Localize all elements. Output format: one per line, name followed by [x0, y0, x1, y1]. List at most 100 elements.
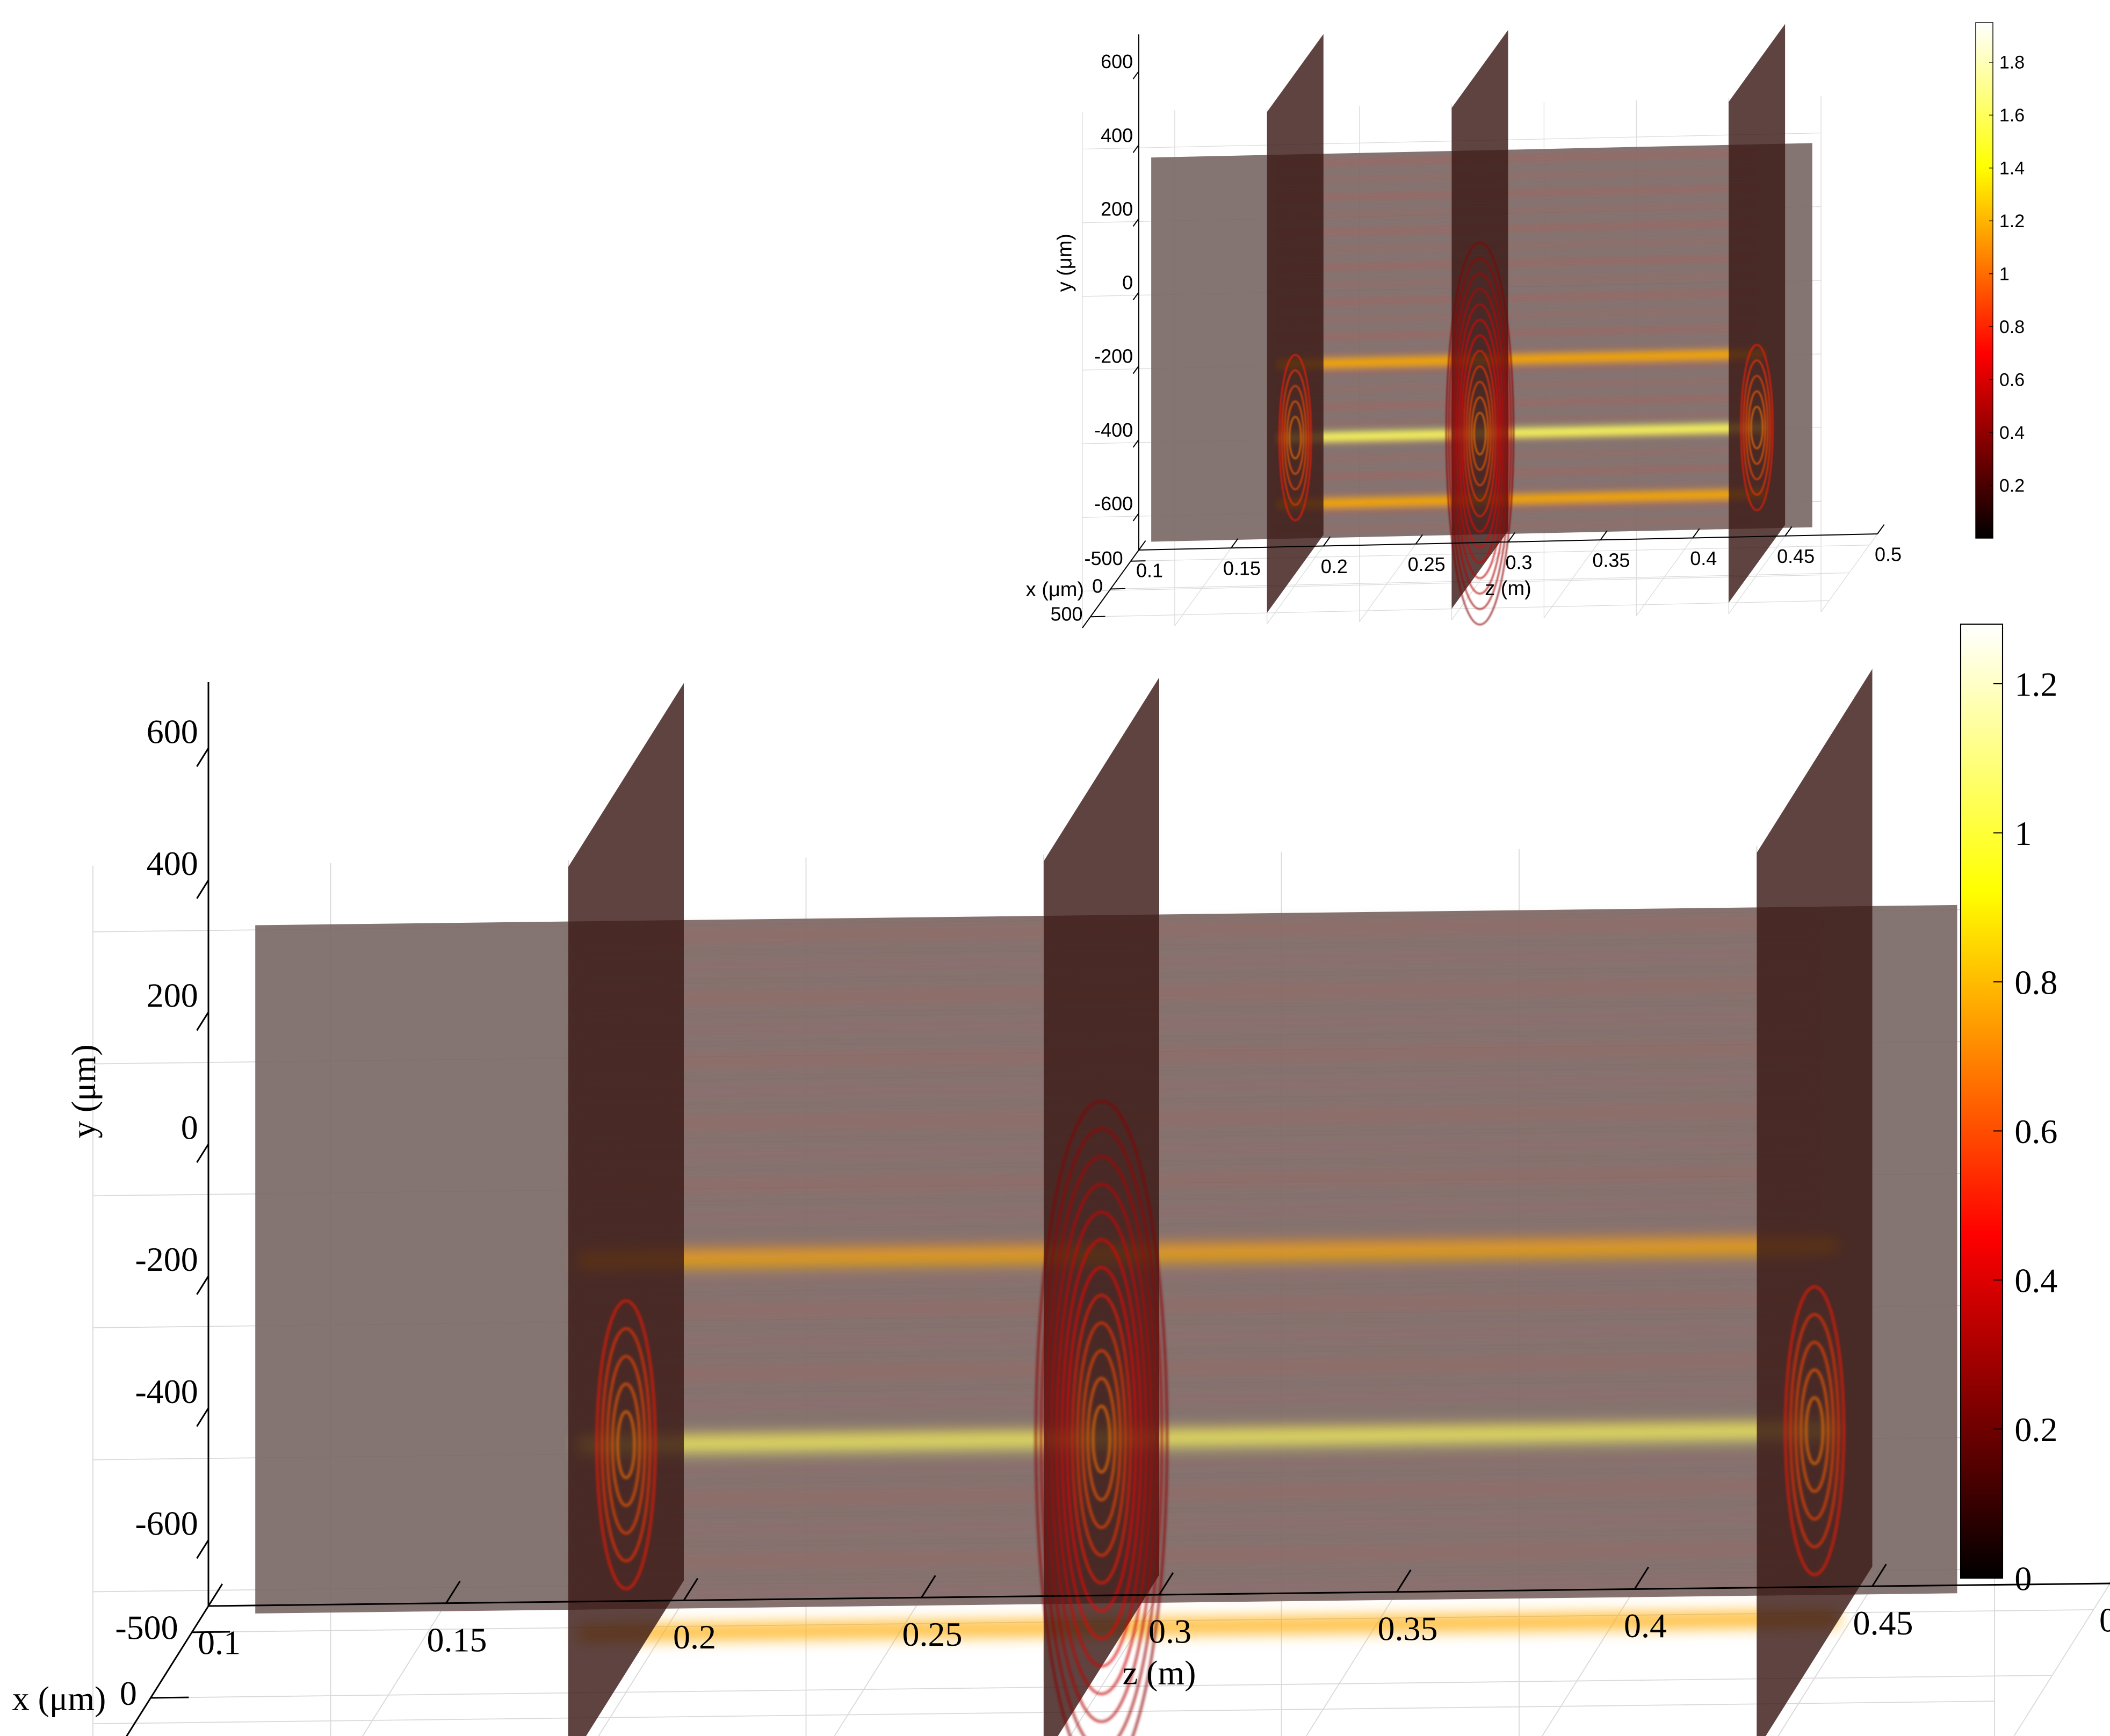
transverse-slice-plane [1757, 669, 1873, 1736]
y-tick-label: 0 [181, 1108, 198, 1146]
fringe-band [578, 1387, 1815, 1410]
z-tick-label: 0.5 [2099, 1601, 2110, 1639]
diffraction-ring [1055, 1211, 1148, 1668]
diffraction-ring [1066, 1266, 1137, 1612]
z-tick [1692, 528, 1700, 539]
y-tick [1132, 218, 1139, 227]
y-tick-label: -200 [1094, 345, 1133, 367]
diffraction-ring [1743, 359, 1772, 496]
z-tick [445, 1580, 461, 1604]
diffraction-ring [1092, 1405, 1111, 1474]
ring-pattern [1035, 1100, 1168, 1736]
z-tick [1871, 1564, 1887, 1587]
y-tick [1132, 439, 1139, 448]
grid-line [1541, 1589, 1635, 1736]
z-tick-label: 0.45 [1853, 1604, 1913, 1642]
y-tick [196, 1275, 209, 1295]
diffraction-ring [611, 1383, 641, 1507]
fringe-band [1276, 482, 1757, 498]
y-tick-label: -200 [135, 1240, 198, 1278]
x-tick-label: -500 [115, 1609, 178, 1647]
y-tick-label: 600 [1101, 50, 1133, 73]
fringe-band [578, 1513, 1815, 1536]
fringe-band [578, 1137, 1815, 1160]
diffraction-ring [1076, 1321, 1127, 1557]
fringe-band [1276, 412, 1757, 429]
colorbar-tick-label: 1.2 [2014, 665, 2057, 703]
z-tick [1415, 534, 1423, 545]
y-tick [196, 1539, 209, 1559]
z-tick-label: 0.3 [1148, 1612, 1191, 1651]
z-tick [1784, 526, 1793, 537]
diffraction-ring [1060, 1238, 1143, 1640]
beam [1276, 489, 1767, 509]
diffraction-ring [1745, 374, 1769, 480]
fringe-band [1276, 185, 1757, 201]
y-tick [196, 1144, 209, 1163]
colorbar-tick-label: 0.8 [2014, 963, 2057, 1001]
diffraction-ring [1470, 396, 1490, 471]
diffraction-ring [1473, 411, 1487, 455]
fringe-band [1276, 517, 1757, 533]
fringe-band [1276, 395, 1757, 411]
fringe-band [1276, 324, 1757, 341]
z-tick-label: 0.45 [1777, 545, 1815, 567]
fringe-band [578, 1106, 1815, 1129]
fringe-band [578, 1356, 1815, 1379]
diffraction-ring [1465, 365, 1494, 502]
beam [578, 1423, 1839, 1453]
z-tick-label: 0.15 [427, 1621, 487, 1659]
fringe-band [1276, 220, 1757, 236]
x-tick-label: -500 [1085, 547, 1123, 569]
fringe-band [1276, 290, 1757, 306]
colorbar-tick-label: 1 [1999, 264, 2010, 285]
fringe-band [578, 918, 1815, 941]
colorbar-tick-label: 1.2 [1999, 211, 2025, 232]
colorbar-tick-label: 0 [2014, 1559, 2032, 1597]
fringe-band [1276, 237, 1757, 254]
diffraction-ring [1448, 257, 1512, 610]
colorbar-tick-label: 0.8 [1999, 317, 2025, 337]
ring-pattern [1784, 1285, 1845, 1576]
y-tick-label: 0 [1122, 272, 1133, 294]
y-tick-label: -400 [135, 1372, 198, 1410]
z-axis-label: z (m) [1485, 577, 1531, 600]
y-tick [1132, 70, 1139, 79]
fringe-band [1276, 202, 1757, 219]
diffraction-ring [1071, 1293, 1132, 1585]
y-tick [1132, 144, 1139, 153]
fringe-band [1276, 342, 1757, 359]
transverse-slice [1757, 669, 1873, 1736]
ring-pattern [1445, 242, 1515, 626]
z-tick [1600, 530, 1608, 540]
transverse-slice [1035, 677, 1168, 1736]
ring-pattern [1278, 354, 1312, 522]
fringe-band [1276, 168, 1757, 184]
beam [578, 1611, 1839, 1641]
y-tick [196, 1011, 209, 1031]
diffraction-ring [1035, 1100, 1168, 1736]
z-tick-label: 0.25 [902, 1615, 963, 1653]
ring-pattern [595, 1299, 657, 1590]
beam [1276, 422, 1767, 443]
diffraction-ring [606, 1355, 646, 1535]
fringe-band [578, 1450, 1815, 1473]
z-tick-label: 0.35 [1378, 1609, 1438, 1647]
y-tick [196, 748, 209, 767]
y-tick-label: 200 [1101, 198, 1133, 220]
transverse-slice [1445, 30, 1515, 626]
y-axis-label: y (μm) [1054, 234, 1076, 292]
fringe-band [578, 1231, 1815, 1254]
z-tick-label: 0.1 [1136, 559, 1163, 581]
fringe-band [1276, 150, 1757, 167]
colorbar: 0.2 0.4 0.6 0.8 1 1.2 1.4 1.6 1.8 [1975, 22, 2025, 539]
z-tick [1138, 540, 1146, 551]
diffraction-ring [1453, 288, 1507, 580]
colorbar-tick-label: 0.6 [1999, 370, 2025, 390]
x-axis-label: x (μm) [12, 1679, 106, 1717]
grid-line [1110, 572, 1849, 590]
fringe-band [1276, 255, 1757, 271]
colorbar-gradient [1975, 22, 1993, 539]
diffraction-ring [1804, 1396, 1825, 1465]
